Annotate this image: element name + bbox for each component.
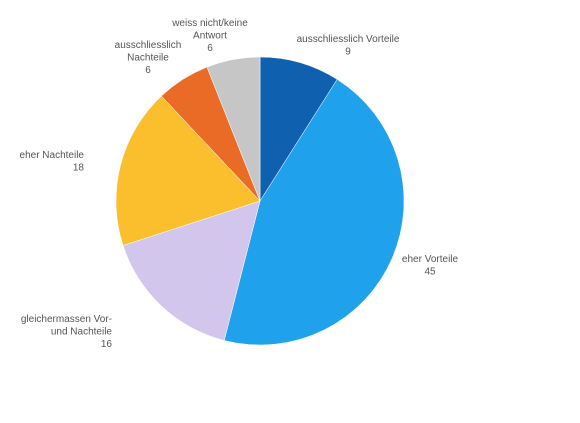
slice-label-line: Antwort — [193, 31, 227, 42]
slice-label-ausschliesslich-nachteile: ausschliesslich Nachteile 6 — [115, 40, 182, 76]
slice-value: 45 — [424, 267, 436, 278]
pie-slice-ausschliesslich-vorteile — [259, 56, 338, 202]
pie-slice-gleichermassen-vor-und-nachteile — [122, 200, 261, 341]
slice-value: 18 — [73, 163, 85, 174]
slice-value: 16 — [101, 339, 113, 350]
slice-label-line: Nachteile — [127, 53, 169, 64]
slice-label-line: eher Vorteile — [402, 254, 459, 265]
slice-value: 6 — [207, 43, 213, 54]
pie-slice-eher-nachteile — [115, 95, 261, 246]
slice-label-weiss-nicht-keine-antwort: weiss nicht/keine Antwort 6 — [171, 18, 248, 54]
slice-value: 9 — [345, 47, 351, 58]
slice-label-line: weiss nicht/keine — [171, 18, 248, 29]
slice-label-gleichermassen-vor-und-nachteile: gleichermassen Vor-und Nachteile 16 — [21, 314, 113, 350]
slice-label-line: eher Nachteile — [20, 150, 85, 161]
pie-slices — [115, 56, 405, 346]
slice-label-line: ausschliesslich — [115, 40, 182, 51]
slice-label-line: ausschliesslich Vorteile — [297, 34, 400, 45]
slice-label-eher-vorteile: eher Vorteile 45 — [402, 254, 459, 278]
pie-labels: ausschliesslich Vorteile 9 eher Vorteile 45… — [20, 18, 459, 350]
pie-slice-weiss-nicht-keine-antwort — [206, 56, 261, 202]
slice-value: 6 — [145, 65, 151, 76]
slice-label-line: gleichermassen Vor- — [21, 314, 112, 325]
slice-label-ausschliesslich-vorteile: ausschliesslich Vorteile 9 — [297, 34, 400, 58]
slice-label-line: und Nachteile — [51, 327, 113, 338]
pie-slice-eher-vorteile — [223, 79, 405, 346]
slice-label-eher-nachteile: eher Nachteile 18 — [20, 150, 85, 174]
